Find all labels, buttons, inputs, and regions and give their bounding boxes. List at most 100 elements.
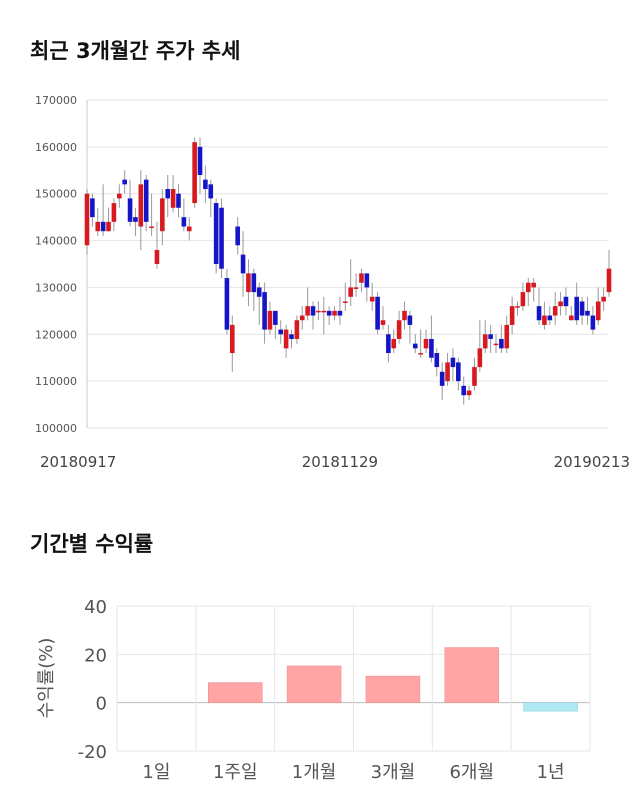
x-tick-label: 20180917	[40, 453, 116, 471]
candle-body	[160, 198, 165, 232]
candle-body	[332, 310, 337, 316]
candle-body	[493, 343, 499, 346]
candle-body	[262, 292, 267, 330]
candle-body	[579, 301, 585, 316]
bar	[286, 665, 342, 703]
x-tick-label: 1년	[537, 762, 565, 783]
candle-body	[386, 334, 391, 354]
candle-body	[316, 310, 321, 313]
candle-body	[310, 306, 316, 316]
candle-body	[203, 179, 208, 190]
candle-body	[595, 301, 601, 321]
candle-body	[197, 146, 203, 175]
candle-body	[606, 268, 612, 293]
candle-body	[375, 296, 380, 330]
x-tick-label: 3개월	[371, 762, 416, 783]
candle-body	[531, 282, 536, 288]
candle-body	[127, 198, 133, 222]
candle-body	[273, 310, 278, 325]
candle-body	[348, 287, 353, 297]
candle-body	[391, 338, 397, 349]
candle-body	[369, 296, 375, 302]
candle-body	[499, 338, 504, 349]
y-tick-label: 0	[96, 694, 107, 715]
candle-body	[149, 226, 154, 229]
candle-body	[542, 315, 547, 325]
candle-body	[504, 324, 510, 349]
candle-body	[445, 362, 450, 382]
candle-body	[563, 296, 569, 307]
y-tick-label: 40	[84, 597, 107, 618]
candle-body	[138, 184, 144, 227]
candle-body	[208, 184, 214, 199]
candle-body	[251, 273, 257, 293]
candle-body	[235, 226, 240, 246]
candle-body	[219, 207, 224, 269]
candle-body	[477, 348, 483, 368]
candle-body	[186, 226, 192, 232]
candle-body	[569, 315, 574, 321]
x-tick-label: 20181129	[302, 453, 378, 471]
candle-body	[192, 142, 197, 204]
candle-body	[84, 193, 90, 246]
y-tick-label: -20	[78, 742, 107, 763]
candle-body	[585, 310, 590, 316]
candle-body	[552, 306, 558, 316]
candle-body	[590, 315, 596, 330]
y-tick-label: 140000	[35, 235, 77, 248]
candle-body	[472, 367, 477, 386]
candle-body	[407, 315, 413, 325]
candle-body	[450, 357, 456, 368]
candle-body	[456, 362, 461, 382]
candle-body	[229, 324, 235, 354]
candle-body	[240, 254, 246, 274]
candle-body	[116, 193, 122, 199]
candle-body	[525, 282, 531, 293]
candle-body	[181, 217, 187, 227]
candle-body	[326, 310, 332, 316]
candle-body	[283, 329, 289, 349]
x-tick-label: 6개월	[449, 762, 494, 783]
bar	[523, 702, 578, 712]
candle-body	[294, 320, 300, 339]
candle-body	[482, 334, 488, 349]
candle-body	[509, 306, 515, 325]
y-tick-label: 110000	[35, 375, 77, 388]
candle-body	[176, 193, 181, 208]
candle-body	[278, 329, 284, 335]
y-tick-label: 150000	[35, 188, 77, 201]
candle-body	[547, 315, 553, 321]
candle-body	[402, 310, 407, 321]
x-tick-label: 1주일	[213, 762, 258, 783]
candle-body	[90, 198, 95, 218]
candle-body	[364, 273, 370, 288]
candle-body	[337, 310, 343, 316]
chart-title: 최근 3개월간 주가 추세	[30, 39, 240, 63]
candle-body	[143, 179, 149, 222]
chart-title: 기간별 수익률	[30, 532, 153, 556]
y-tick-label: 160000	[35, 141, 77, 154]
candle-body	[434, 353, 440, 368]
candle-body	[515, 306, 520, 308]
candle-body	[106, 221, 111, 232]
candle-body	[111, 203, 117, 222]
candle-body	[213, 203, 219, 264]
y-tick-label: 100000	[35, 422, 77, 435]
candle-body	[423, 338, 429, 349]
candle-body	[488, 334, 493, 339]
candle-body	[396, 320, 402, 339]
candle-body	[95, 221, 101, 232]
x-tick-label: 1개월	[292, 762, 337, 783]
y-axis-label: 수익률(%)	[36, 638, 57, 719]
bar	[444, 647, 499, 703]
candle-body	[299, 315, 305, 321]
x-tick-label: 20190213	[554, 453, 630, 471]
y-tick-label: 20	[84, 645, 107, 666]
candle-body	[353, 287, 359, 289]
candle-body	[461, 385, 467, 396]
candle-body	[601, 296, 606, 302]
candle-body	[170, 189, 176, 208]
candle-body	[154, 249, 160, 264]
candle-body	[412, 343, 418, 349]
